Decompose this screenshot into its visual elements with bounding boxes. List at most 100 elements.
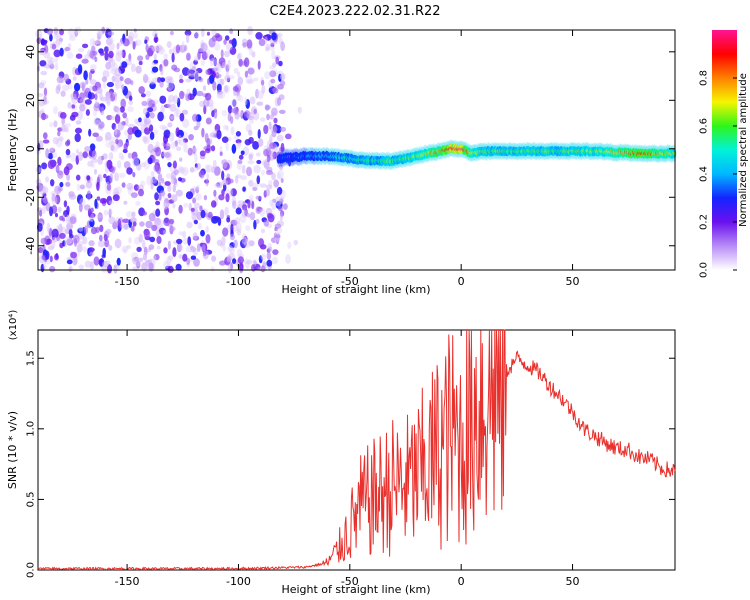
- noise-blob: [257, 129, 261, 139]
- noise-blob: [221, 170, 225, 181]
- noise-blob: [116, 43, 120, 50]
- noise-blob: [139, 221, 145, 227]
- noise-blob: [159, 124, 166, 130]
- noise-blob: [120, 155, 125, 161]
- noise-blob: [211, 67, 218, 72]
- noise-blob: [46, 238, 52, 245]
- colorbar-ticks: 0.0 0.2 0.4 0.6 0.8: [699, 70, 737, 278]
- noise-blob: [153, 53, 157, 61]
- noise-blob: [53, 30, 59, 40]
- noise-blob: [122, 38, 130, 47]
- noise-blob: [147, 143, 154, 153]
- noise-blob: [168, 255, 174, 262]
- noise-blob: [114, 67, 122, 77]
- noise-blob: [186, 88, 191, 95]
- noise-blob: [258, 138, 264, 147]
- noise-blob: [185, 191, 194, 200]
- noise-blob: [185, 93, 191, 102]
- noise-blob: [146, 135, 151, 144]
- noise-blob: [90, 213, 95, 223]
- noise-blob: [49, 122, 54, 128]
- noise-blob: [84, 54, 91, 60]
- noise-blob: [57, 170, 64, 179]
- noise-blob: [161, 178, 165, 184]
- noise-blob: [272, 249, 279, 256]
- noise-blob: [193, 258, 200, 267]
- noise-blob: [210, 266, 215, 272]
- noise-blob: [241, 204, 248, 211]
- noise-blob: [229, 187, 233, 198]
- noise-blob: [192, 145, 196, 154]
- noise-blob: [253, 108, 257, 114]
- noise-blob: [266, 259, 273, 267]
- noise-blob: [255, 206, 262, 214]
- noise-blob: [197, 77, 204, 83]
- noise-blob: [138, 86, 145, 95]
- noise-blob: [84, 260, 92, 268]
- noise-blob: [94, 40, 101, 46]
- noise-blob: [200, 42, 208, 52]
- noise-blob: [237, 76, 244, 86]
- noise-blob: [90, 64, 97, 72]
- noise-blob: [56, 75, 64, 84]
- noise-blob: [260, 228, 266, 234]
- noise-blob: [222, 162, 230, 171]
- noise-blob: [197, 51, 201, 60]
- noise-blob: [77, 47, 85, 53]
- noise-blob: [258, 38, 266, 47]
- noise-blob: [227, 264, 232, 274]
- noise-blob: [124, 129, 129, 136]
- noise-blob: [260, 253, 267, 261]
- noise-blob: [247, 160, 255, 165]
- noise-blob: [168, 48, 173, 54]
- noise-blob: [260, 265, 266, 273]
- noise-blob: [274, 196, 282, 207]
- noise-blob: [93, 256, 100, 266]
- noise-blob: [123, 143, 128, 152]
- noise-blob: [244, 70, 248, 78]
- noise-blob: [43, 262, 47, 270]
- noise-blob: [156, 235, 162, 245]
- noise-blob: [193, 59, 199, 65]
- noise-blob: [181, 41, 185, 50]
- noise-blob: [109, 173, 114, 184]
- noise-blob: [120, 98, 126, 109]
- noise-blob: [136, 120, 144, 127]
- noise-blob: [36, 178, 42, 187]
- noise-blob: [163, 200, 167, 208]
- noise-blob: [85, 180, 93, 189]
- noise-blob: [91, 163, 95, 169]
- noise-blob: [134, 129, 142, 138]
- noise-blob: [145, 43, 149, 53]
- noise-blob: [253, 260, 257, 265]
- noise-blob: [202, 85, 207, 91]
- noise-blob: [183, 143, 188, 153]
- noise-blob: [226, 255, 231, 263]
- noise-blob: [116, 160, 122, 169]
- noise-blob: [280, 73, 285, 82]
- noise-blob: [75, 174, 81, 181]
- noise-blob: [194, 153, 198, 164]
- x-tick-label: -100: [226, 275, 251, 288]
- noise-blob: [93, 119, 101, 126]
- noise-blob: [100, 96, 108, 102]
- snr-y-label: SNR (10 * v/v): [6, 411, 19, 489]
- noise-blob: [279, 73, 286, 80]
- noise-blob: [271, 107, 278, 116]
- noise-blob: [53, 106, 59, 115]
- noise-blob: [142, 107, 148, 115]
- noise-blob: [71, 111, 79, 118]
- noise-blob: [253, 219, 257, 230]
- noise-blob: [195, 186, 200, 194]
- noise-blob: [249, 118, 254, 125]
- noise-blob: [68, 194, 77, 200]
- noise-blob: [236, 228, 242, 236]
- noise-blob: [96, 87, 103, 94]
- noise-blob: [156, 245, 161, 250]
- noise-blob: [84, 146, 91, 152]
- noise-blob: [71, 104, 76, 109]
- noise-blob: [218, 194, 225, 201]
- noise-blob: [230, 126, 235, 136]
- noise-blob: [256, 159, 262, 165]
- noise-blob: [119, 106, 125, 113]
